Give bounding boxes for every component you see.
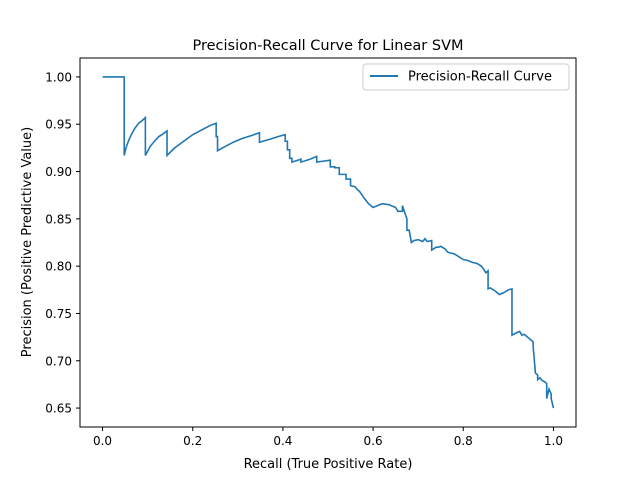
x-tick-label: 0.8: [454, 434, 473, 448]
x-tick-label: 0.6: [364, 434, 383, 448]
y-tick-label: 0.80: [45, 260, 72, 274]
chart-title: Precision-Recall Curve for Linear SVM: [192, 38, 463, 54]
y-tick-label: 0.95: [45, 118, 72, 132]
x-tick-label: 0.0: [93, 434, 112, 448]
x-tick-label: 0.4: [273, 434, 292, 448]
y-tick-label: 0.70: [45, 354, 72, 368]
plot-layer: [102, 76, 555, 409]
y-tick-label: 1.00: [45, 70, 72, 84]
axes-frame: [79, 57, 577, 428]
y-tick-label: 0.75: [45, 307, 72, 321]
y-tick-label: 0.90: [45, 165, 72, 179]
ticks-layer: 0.0 0.2 0.4 0.6 0.8 1.0 0.65 0.70 0.75 0.80 0.85 0.…: [45, 70, 563, 448]
x-tick-label: 1.0: [544, 434, 563, 448]
legend: Precision-Recall Curve: [362, 63, 570, 91]
y-tick-label: 0.65: [45, 402, 72, 416]
x-tick-label: 0.2: [183, 434, 202, 448]
x-axis-label: Recall (True Positive Rate): [244, 457, 413, 472]
y-tick-label: 0.85: [45, 212, 72, 226]
legend-label: Precision-Recall Curve: [408, 70, 552, 85]
legend-box: [362, 63, 570, 91]
series-line-0: [102, 76, 555, 409]
y-axis-label: Precision (Positive Predictive Value): [20, 127, 35, 357]
